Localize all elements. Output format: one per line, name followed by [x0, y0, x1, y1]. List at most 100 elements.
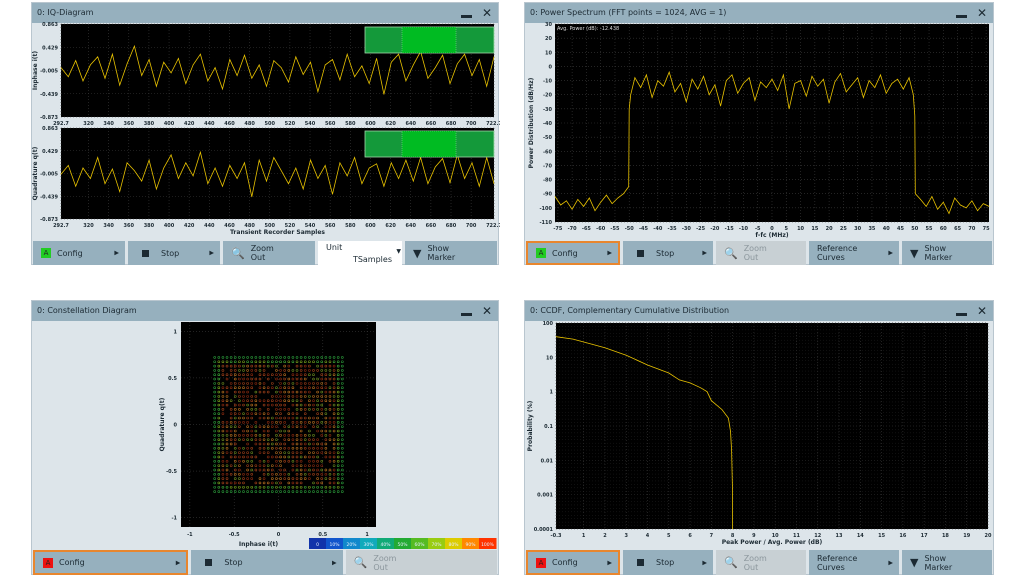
x-tick-label: 55 — [926, 226, 933, 232]
config-badge: A — [41, 248, 51, 258]
show-marker-button[interactable]: ▼ShowMarker — [902, 550, 992, 575]
config-badge: A — [536, 558, 546, 568]
data-point — [914, 116, 915, 117]
colorbar-label: 20% — [346, 542, 357, 548]
zoom-out-button[interactable]: 🔍ZoomOut — [716, 241, 806, 265]
data-point — [583, 206, 584, 207]
x-tick-label: 360 — [124, 223, 135, 229]
data-point — [105, 183, 106, 184]
reference-curves-button[interactable]: ReferenceCurves▶ — [809, 550, 899, 575]
data-point — [215, 67, 216, 68]
data-point — [347, 54, 348, 55]
colorbar-label: 90% — [465, 542, 476, 548]
data-point — [960, 205, 961, 206]
data-point — [457, 64, 458, 65]
data-point — [163, 168, 164, 169]
data-point — [612, 203, 613, 204]
config-button[interactable]: AConfig▶ — [33, 550, 188, 575]
data-point — [823, 79, 824, 80]
data-point — [668, 373, 669, 374]
config-button[interactable]: AConfig▶ — [526, 550, 620, 575]
x-tick-label: 65 — [954, 226, 961, 232]
data-point — [795, 83, 796, 84]
x-tick-label: 320 — [83, 121, 94, 127]
show-label: Show — [924, 244, 946, 253]
data-point — [281, 67, 282, 68]
y-tick-label: -0.439 — [40, 92, 58, 98]
y-tick-label: 0.863 — [42, 126, 58, 132]
y-tick-label: 0.1 — [544, 424, 553, 430]
curves-label: Curves — [817, 253, 845, 262]
config-button[interactable]: AConfig▶ — [33, 241, 125, 265]
out-label: Out — [251, 253, 266, 262]
data-point — [398, 178, 399, 179]
data-point — [75, 60, 76, 61]
x-tick-label: -25 — [696, 226, 706, 232]
show-marker-button[interactable]: ▼ShowMarker — [405, 241, 497, 265]
data-point — [494, 57, 495, 58]
data-point — [913, 94, 914, 95]
colorbar-label: 0 — [316, 542, 319, 548]
unit-value: TSamples — [353, 255, 392, 264]
data-point — [332, 59, 333, 60]
data-point — [354, 76, 355, 77]
x-tick-label: -20 — [710, 226, 720, 232]
x-tick-label: 1 — [582, 533, 586, 539]
show-marker-button[interactable]: ▼ShowMarker — [902, 241, 992, 265]
y-tick-label: -0.439 — [40, 194, 58, 200]
data-point — [869, 80, 870, 81]
config-badge: A — [536, 248, 546, 258]
zoom-out-button[interactable]: 🔍ZoomOut — [346, 550, 497, 575]
curves-label: Curves — [817, 563, 845, 572]
data-point — [789, 109, 790, 110]
data-point — [391, 162, 392, 163]
x-tick-label: 660 — [426, 223, 437, 229]
config-button[interactable]: AConfig▶ — [526, 241, 620, 265]
zoom-out-button[interactable]: 🔍ZoomOut — [716, 550, 806, 575]
data-point — [556, 336, 557, 337]
data-point — [384, 94, 385, 95]
data-point — [737, 93, 738, 94]
reference-label: Reference — [817, 554, 857, 563]
data-point — [266, 181, 267, 182]
avg-power-annotation: Avg. Power (dB): -12.438 — [557, 26, 619, 32]
x-tick-label: 440 — [204, 121, 215, 127]
data-point — [726, 80, 727, 81]
data-point — [812, 76, 813, 77]
stop-button[interactable]: Stop▶ — [191, 550, 342, 575]
data-point — [450, 182, 451, 183]
data-point — [237, 75, 238, 76]
stop-button[interactable]: Stop▶ — [623, 550, 713, 575]
x-tick-label: 360 — [124, 121, 135, 127]
dropdown-icon: ▼ — [396, 248, 401, 255]
stop-icon — [205, 559, 212, 566]
data-point — [156, 189, 157, 190]
x-tick-label: 700 — [466, 121, 477, 127]
config-label: Config — [552, 558, 578, 567]
data-point — [578, 199, 579, 200]
data-point — [722, 409, 723, 410]
x-tick-label: 722.7 — [486, 223, 500, 229]
unit-select[interactable]: UnitTSamples▼ — [318, 241, 402, 265]
zoom-out-button[interactable]: 🔍ZoomOut — [223, 241, 315, 265]
data-point — [83, 81, 84, 82]
data-point — [259, 65, 260, 66]
data-point — [472, 162, 473, 163]
data-point — [340, 80, 341, 81]
spectrum-chart: -75-70-65-60-55-50-45-40-35-30-25-20-15-… — [525, 3, 995, 241]
marker-label: Marker — [924, 563, 952, 572]
x-tick-label: -10 — [739, 226, 749, 232]
data-point — [863, 97, 864, 98]
data-point — [700, 387, 701, 388]
stop-label: Stop — [656, 558, 674, 567]
data-point — [97, 57, 98, 58]
data-point — [90, 65, 91, 66]
data-point — [743, 83, 744, 84]
reference-curves-button[interactable]: ReferenceCurves▶ — [809, 241, 899, 265]
stop-button[interactable]: Stop▶ — [128, 241, 220, 265]
data-point — [966, 208, 967, 209]
stop-button[interactable]: Stop▶ — [623, 241, 713, 265]
data-point — [185, 162, 186, 163]
data-point — [274, 157, 275, 158]
data-point — [829, 103, 830, 104]
